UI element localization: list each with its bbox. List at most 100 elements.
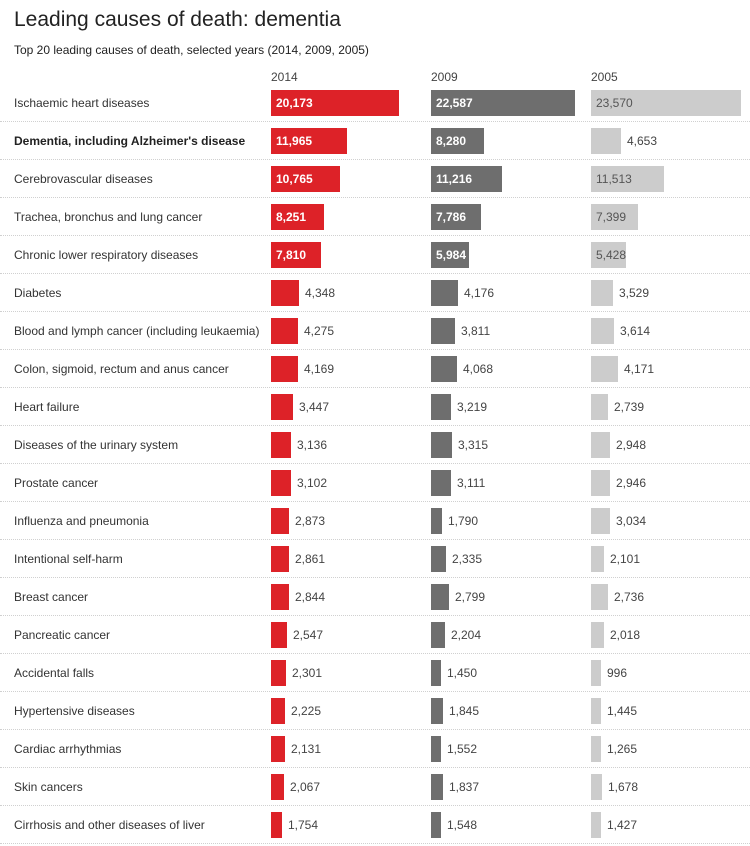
bar-2009 (431, 242, 469, 268)
value-label-2014: 2,067 (290, 780, 321, 794)
bar-2014 (271, 242, 321, 268)
value-label-2014: 2,131 (291, 742, 322, 756)
bar-2005 (591, 90, 741, 116)
category-label: Intentional self-harm (14, 552, 123, 566)
chart-row: Hypertensive diseases 2,225 1,845 1,445 (0, 692, 750, 730)
value-label-2009: 2,335 (452, 552, 483, 566)
value-label-2014: 3,136 (297, 438, 328, 452)
bar-2009 (431, 280, 458, 306)
bar-2005 (591, 432, 610, 458)
value-label-2014: 7,810 (276, 248, 307, 262)
bar-2005 (591, 546, 604, 572)
bar-2014 (271, 774, 284, 800)
value-label-2014: 4,348 (305, 286, 336, 300)
value-label-2005: 2,739 (614, 400, 645, 414)
chart-rows: Ischaemic heart diseases 20,173 22,587 23,5… (0, 84, 750, 844)
value-label-2005: 2,948 (616, 438, 647, 452)
category-label: Dementia, including Alzheimer's disease (14, 134, 246, 148)
category-label: Influenza and pneumonia (14, 514, 149, 528)
chart-row: Intentional self-harm 2,861 2,335 2,101 (0, 540, 750, 578)
category-label: Diseases of the urinary system (14, 438, 179, 452)
chart-row: Chronic lower respiratory diseases 7,810 5… (0, 236, 750, 274)
chart-row: Prostate cancer 3,102 3,111 2,946 (0, 464, 750, 502)
value-label-2014: 8,251 (276, 210, 307, 224)
bar-2014 (271, 736, 285, 762)
bar-2005 (591, 356, 618, 382)
value-label-2005: 7,399 (596, 210, 627, 224)
bar-2009 (431, 584, 449, 610)
chart-row: Influenza and pneumonia 2,873 1,790 3,034 (0, 502, 750, 540)
value-label-2014: 4,169 (304, 362, 335, 376)
value-label-2009: 11,216 (436, 172, 473, 186)
value-label-2005: 996 (607, 666, 628, 680)
value-label-2009: 1,837 (449, 780, 480, 794)
bar-2005 (591, 584, 608, 610)
bar-2005 (591, 736, 601, 762)
bar-2014 (271, 584, 289, 610)
bar-2009 (431, 128, 484, 154)
bar-2014 (271, 812, 282, 838)
bar-2005 (591, 774, 602, 800)
category-label: Accidental falls (14, 666, 95, 680)
category-label: Skin cancers (14, 780, 83, 794)
bar-2014 (271, 508, 289, 534)
chart-title: Leading causes of death: dementia (14, 8, 341, 31)
value-label-2009: 1,552 (447, 742, 478, 756)
bar-2005 (591, 622, 604, 648)
bar-2009 (431, 204, 481, 230)
value-label-2014: 10,765 (276, 172, 313, 186)
value-label-2005: 2,946 (616, 476, 647, 490)
value-label-2005: 3,529 (619, 286, 650, 300)
value-label-2009: 3,111 (457, 476, 486, 490)
value-label-2014: 3,447 (299, 400, 330, 414)
category-label: Blood and lymph cancer (including leukae… (14, 324, 260, 338)
value-label-2005: 23,570 (596, 96, 633, 110)
bar-2009 (431, 394, 451, 420)
bar-2009 (431, 432, 452, 458)
value-label-2005: 11,513 (596, 172, 632, 186)
value-label-2009: 4,176 (464, 286, 495, 300)
value-label-2009: 3,315 (458, 438, 489, 452)
category-label: Chronic lower respiratory diseases (14, 248, 199, 262)
chart-subtitle: Top 20 leading causes of death, selected… (14, 43, 369, 57)
value-label-2009: 2,204 (451, 628, 482, 642)
bar-2009 (431, 660, 441, 686)
chart-row: Trachea, bronchus and lung cancer 8,251 7,… (0, 198, 750, 236)
bar-2005 (591, 508, 610, 534)
chart-row: Cerebrovascular diseases 10,765 11,216 11,5… (0, 160, 750, 198)
chart-row: Cirrhosis and other diseases of liver 1,7… (0, 806, 750, 844)
bar-2005 (591, 318, 614, 344)
value-label-2009: 1,790 (448, 514, 479, 528)
category-label: Colon, sigmoid, rectum and anus cancer (14, 362, 229, 376)
value-label-2009: 4,068 (463, 362, 494, 376)
value-label-2014: 2,873 (295, 514, 326, 528)
chart-row: Accidental falls 2,301 1,450 996 (0, 654, 750, 692)
bar-2009 (431, 470, 451, 496)
category-label: Pancreatic cancer (14, 628, 111, 642)
bar-2009 (431, 546, 446, 572)
bar-2005 (591, 166, 664, 192)
bar-2014 (271, 622, 287, 648)
value-label-2005: 1,678 (608, 780, 639, 794)
value-label-2014: 2,861 (295, 552, 326, 566)
bar-2014 (271, 166, 340, 192)
bar-2014 (271, 470, 291, 496)
chart-row: Skin cancers 2,067 1,837 1,678 (0, 768, 750, 806)
value-label-2009: 3,811 (461, 324, 491, 338)
category-label: Cirrhosis and other diseases of liver (14, 818, 205, 832)
value-label-2014: 1,754 (288, 818, 319, 832)
bar-2014 (271, 698, 285, 724)
value-label-2005: 1,445 (607, 704, 638, 718)
value-label-2009: 8,280 (436, 134, 467, 148)
bar-2005 (591, 128, 621, 154)
value-label-2009: 3,219 (457, 400, 488, 414)
year-header-2009: 2009 (431, 70, 458, 84)
value-label-2014: 2,547 (293, 628, 324, 642)
value-label-2009: 1,845 (449, 704, 480, 718)
value-label-2005: 2,736 (614, 590, 645, 604)
bar-2005 (591, 812, 601, 838)
chart-row: Diseases of the urinary system 3,136 3,315… (0, 426, 750, 464)
bar-2014 (271, 90, 399, 116)
bar-2014 (271, 432, 291, 458)
value-label-2014: 2,225 (291, 704, 322, 718)
